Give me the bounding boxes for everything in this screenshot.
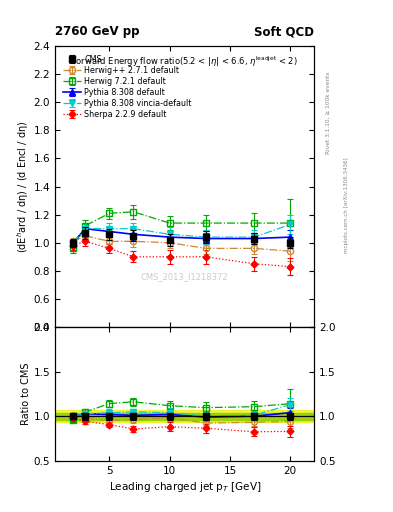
Bar xyxy=(55,410,314,422)
Y-axis label: (dE$^{h}$ard / dη) / (d Encl / dη): (dE$^{h}$ard / dη) / (d Encl / dη) xyxy=(15,120,31,253)
Text: Rivet 3.1.10, ≥ 100k events: Rivet 3.1.10, ≥ 100k events xyxy=(326,71,331,154)
Text: Soft QCD: Soft QCD xyxy=(254,26,314,38)
Bar xyxy=(55,413,314,420)
Text: mcplots.cern.ch [arXiv:1306.3436]: mcplots.cern.ch [arXiv:1306.3436] xyxy=(344,157,349,252)
X-axis label: Leading charged jet p$_{T}$ [GeV]: Leading charged jet p$_{T}$ [GeV] xyxy=(108,480,261,494)
Text: Forward Energy flow ratio(5.2 < |$\eta$| < 6.6, $\eta^{\rm leadjet}$ < 2): Forward Energy flow ratio(5.2 < |$\eta$|… xyxy=(71,54,298,69)
Legend: CMS, Herwig++ 2.7.1 default, Herwig 7.2.1 default, Pythia 8.308 default, Pythia : CMS, Herwig++ 2.7.1 default, Herwig 7.2.… xyxy=(62,53,193,120)
Text: 2760 GeV pp: 2760 GeV pp xyxy=(55,26,140,38)
Text: CMS_2013_I1218372: CMS_2013_I1218372 xyxy=(141,272,228,281)
Y-axis label: Ratio to CMS: Ratio to CMS xyxy=(21,362,31,425)
